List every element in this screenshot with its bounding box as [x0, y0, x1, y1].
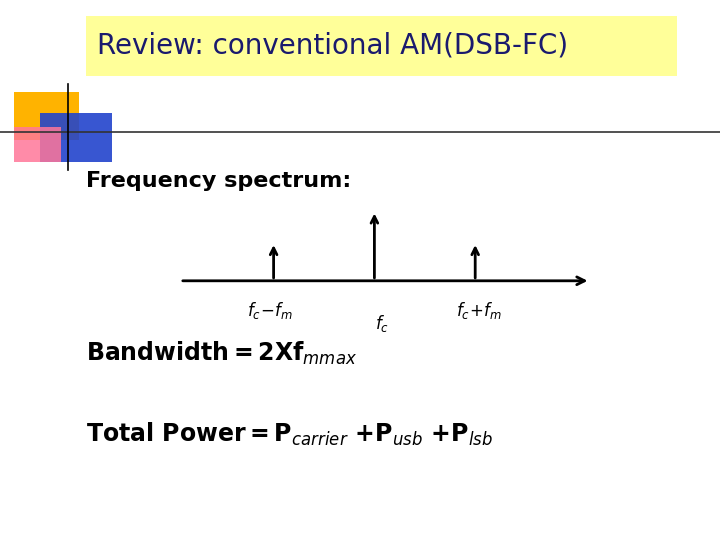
Bar: [14, 127, 61, 162]
Text: Bandwidth$\mathregular{=2Xf}_{mmax}$: Bandwidth$\mathregular{=2Xf}_{mmax}$: [86, 340, 357, 367]
Text: $f_c$: $f_c$: [374, 313, 389, 334]
Bar: [14, 92, 79, 140]
Text: $f_c\!+\!f_m$: $f_c\!+\!f_m$: [456, 300, 502, 321]
Text: Total Power$\mathregular{=P}_{carrier}$ $\mathregular{+P}_{usb}$ $\mathregular{+: Total Power$\mathregular{=P}_{carrier}$ …: [86, 421, 493, 448]
Bar: [40, 113, 112, 162]
Text: Review: conventional AM(DSB-FC): Review: conventional AM(DSB-FC): [97, 32, 568, 60]
Bar: [86, 16, 677, 76]
Text: $f_c\!-\!f_m$: $f_c\!-\!f_m$: [247, 300, 293, 321]
Text: Frequency spectrum:: Frequency spectrum:: [86, 171, 351, 191]
